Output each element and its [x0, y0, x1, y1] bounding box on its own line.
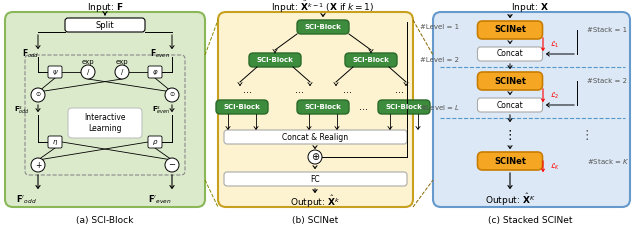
- Text: $\mathcal{L}_K$: $\mathcal{L}_K$: [550, 162, 561, 172]
- Text: $\mathbf{F}'_{odd}$: $\mathbf{F}'_{odd}$: [16, 194, 37, 206]
- Text: SCINet: SCINet: [494, 26, 526, 35]
- Circle shape: [308, 150, 322, 164]
- Text: ⋮: ⋮: [580, 129, 593, 141]
- Text: ⊕: ⊕: [311, 152, 319, 162]
- Text: Input: $\mathbf{X}$: Input: $\mathbf{X}$: [511, 0, 549, 13]
- Text: /: /: [121, 69, 123, 75]
- Text: $\mathbf{F}'_{even}$: $\mathbf{F}'_{even}$: [148, 194, 172, 206]
- Text: #Level = 2: #Level = 2: [420, 57, 459, 63]
- Text: FC: FC: [310, 175, 320, 184]
- Text: (a) SCI-Block: (a) SCI-Block: [76, 215, 134, 224]
- Text: ...: ...: [243, 85, 253, 95]
- Text: $\mathbf{F}_{even}$: $\mathbf{F}_{even}$: [150, 48, 170, 60]
- Circle shape: [81, 65, 95, 79]
- FancyBboxPatch shape: [249, 53, 301, 67]
- Text: #Stack = $K$: #Stack = $K$: [587, 157, 630, 165]
- FancyBboxPatch shape: [65, 18, 145, 32]
- FancyBboxPatch shape: [477, 152, 543, 170]
- Text: ...: ...: [396, 85, 404, 95]
- Text: $\mathbf{F}^s_{odd}$: $\mathbf{F}^s_{odd}$: [14, 105, 30, 117]
- FancyBboxPatch shape: [68, 108, 142, 138]
- Text: ψ: ψ: [52, 69, 58, 75]
- FancyBboxPatch shape: [345, 53, 397, 67]
- Text: φ: φ: [153, 69, 157, 75]
- Text: +: +: [35, 161, 41, 169]
- Circle shape: [31, 88, 45, 102]
- Text: SCI-Block: SCI-Block: [257, 57, 293, 63]
- Text: ⊙: ⊙: [35, 93, 40, 98]
- FancyBboxPatch shape: [378, 100, 430, 114]
- FancyBboxPatch shape: [477, 72, 543, 90]
- Text: SCI-Block: SCI-Block: [305, 24, 341, 30]
- Text: Concat & Realign: Concat & Realign: [282, 133, 348, 141]
- FancyBboxPatch shape: [48, 136, 62, 148]
- FancyBboxPatch shape: [433, 12, 630, 207]
- Text: SCINet: SCINet: [494, 77, 526, 86]
- FancyBboxPatch shape: [48, 66, 62, 78]
- Text: SCI-Block: SCI-Block: [223, 104, 260, 110]
- Text: ⊙: ⊙: [170, 93, 175, 98]
- Text: SCI-Block: SCI-Block: [353, 57, 389, 63]
- Text: Input: $\mathbf{F}$: Input: $\mathbf{F}$: [86, 0, 124, 13]
- FancyBboxPatch shape: [477, 47, 543, 61]
- Text: Output: $\hat{\mathbf{X}}^{k}$: Output: $\hat{\mathbf{X}}^{k}$: [290, 194, 340, 210]
- Text: Concat: Concat: [497, 50, 524, 59]
- Text: #Stack = 1: #Stack = 1: [587, 27, 627, 33]
- Circle shape: [165, 158, 179, 172]
- Text: #Level = 1: #Level = 1: [420, 24, 459, 30]
- Text: $\mathcal{L}_1$: $\mathcal{L}_1$: [550, 40, 559, 50]
- Text: /: /: [87, 69, 89, 75]
- Circle shape: [115, 65, 129, 79]
- FancyBboxPatch shape: [297, 100, 349, 114]
- Text: (b) SCINet: (b) SCINet: [292, 215, 338, 224]
- FancyBboxPatch shape: [216, 100, 268, 114]
- Text: $\mathbf{F}_{odd}$: $\mathbf{F}_{odd}$: [22, 48, 40, 60]
- Circle shape: [31, 158, 45, 172]
- Circle shape: [165, 88, 179, 102]
- Text: Concat: Concat: [497, 101, 524, 110]
- FancyBboxPatch shape: [297, 20, 349, 34]
- Text: ...: ...: [344, 85, 353, 95]
- Text: #Level = $L$: #Level = $L$: [420, 102, 460, 111]
- Text: $\mathbf{F}^s_{even}$: $\mathbf{F}^s_{even}$: [152, 105, 170, 117]
- Text: Split: Split: [96, 20, 115, 30]
- Text: ...: ...: [296, 85, 305, 95]
- Text: ...: ...: [360, 102, 369, 112]
- Text: ρ: ρ: [153, 139, 157, 145]
- FancyBboxPatch shape: [224, 172, 407, 186]
- Text: Input: $\hat{\mathbf{X}}^{k-1}$ ($\mathbf{X}$ if $k=1$): Input: $\hat{\mathbf{X}}^{k-1}$ ($\mathb…: [271, 0, 374, 15]
- FancyBboxPatch shape: [477, 21, 543, 39]
- Text: (c) Stacked SCINet: (c) Stacked SCINet: [488, 215, 572, 224]
- Text: exp: exp: [116, 59, 128, 65]
- FancyBboxPatch shape: [148, 66, 162, 78]
- Text: SCINet: SCINet: [494, 157, 526, 165]
- Text: SCI-Block: SCI-Block: [305, 104, 341, 110]
- FancyBboxPatch shape: [218, 12, 413, 207]
- Text: Output: $\hat{\mathbf{X}}^{K}$: Output: $\hat{\mathbf{X}}^{K}$: [484, 192, 536, 208]
- Text: SCI-Block: SCI-Block: [385, 104, 422, 110]
- FancyBboxPatch shape: [148, 136, 162, 148]
- Text: $\mathcal{L}_2$: $\mathcal{L}_2$: [550, 91, 559, 101]
- Text: #Stack = 2: #Stack = 2: [587, 78, 627, 84]
- Text: exp: exp: [82, 59, 94, 65]
- Text: ⋮: ⋮: [504, 129, 516, 141]
- Text: η: η: [52, 139, 57, 145]
- FancyBboxPatch shape: [477, 98, 543, 112]
- FancyBboxPatch shape: [224, 130, 407, 144]
- FancyBboxPatch shape: [5, 12, 205, 207]
- Text: Interactive
Learning: Interactive Learning: [84, 113, 125, 133]
- Text: −: −: [168, 161, 175, 169]
